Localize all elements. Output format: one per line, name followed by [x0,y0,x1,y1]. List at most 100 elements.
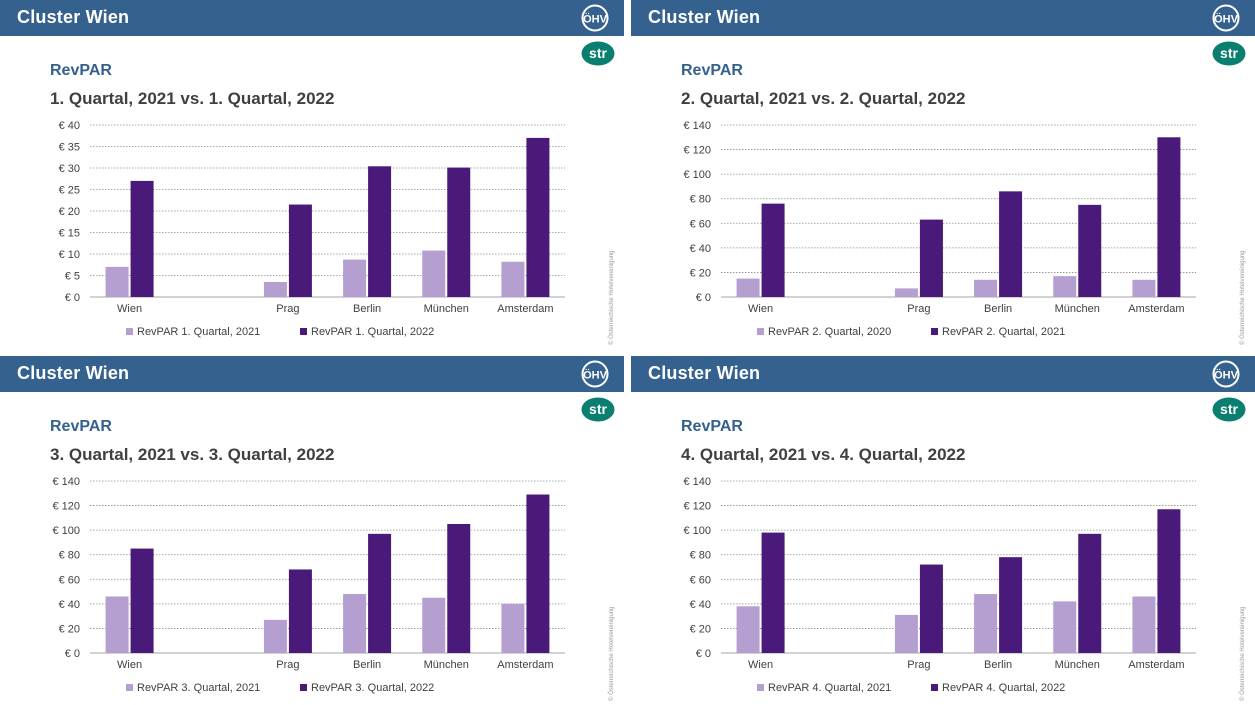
legend-label: RevPAR 2. Quartal, 2021 [942,326,1065,338]
bar [368,166,392,297]
bar [736,278,760,297]
chart-subtitle: RevPAR [681,418,743,435]
str-logo-icon: str [1212,397,1246,422]
y-tick-label: € 40 [59,599,80,611]
bar [447,167,471,297]
copyright-text: © Österreichische Hotelvereinigung [608,607,615,701]
chart-subtitle: RevPAR [50,62,112,79]
header-title: Cluster Wien [648,363,761,383]
copyright-note: © Österreichische Hotelvereinigung [1239,251,1246,345]
x-tick-label: Prag [276,303,299,315]
copyright-text: © Österreichische Hotelvereinigung [1239,251,1246,345]
y-tick-label: € 140 [683,120,711,132]
y-tick-label: € 120 [52,501,80,513]
svg-text:ÖHV: ÖHV [1214,369,1239,382]
bar [1078,533,1102,653]
y-tick-label: € 0 [696,648,711,660]
copyright-text: © Österreichische Hotelvereinigung [1239,607,1246,701]
bar [1157,509,1181,653]
y-tick-label: € 100 [52,525,80,537]
y-tick-label: € 20 [690,623,711,635]
ohv-logo-icon: ÖHV [1212,360,1240,388]
x-tick-label: Amsterdam [1128,303,1184,315]
legend-swatch [126,328,133,335]
bar [447,524,471,653]
bar [263,619,287,653]
panel-header: Cluster Wien ÖHV [0,356,624,392]
bar [1053,276,1077,297]
y-tick-label: € 60 [690,574,711,586]
legend-swatch [126,684,133,691]
y-tick-label: € 35 [59,142,80,154]
y-tick-label: € 60 [690,218,711,230]
y-tick-label: € 5 [65,271,80,283]
bar [288,569,312,653]
y-tick-label: € 120 [683,501,711,513]
bar [130,180,154,297]
panel-header: Cluster Wien ÖHV [631,0,1255,36]
bar [1053,601,1077,653]
legend-swatch [931,684,938,691]
legend-swatch [931,328,938,335]
y-tick-label: € 10 [59,249,80,261]
bar [1132,596,1156,653]
x-tick-label: München [1055,303,1100,315]
x-tick-label: Berlin [353,659,381,671]
svg-text:ÖHV: ÖHV [583,369,608,382]
bar [761,203,785,297]
ohv-logo-icon: ÖHV [581,360,609,388]
y-tick-label: € 100 [683,169,711,181]
legend-swatch [757,328,764,335]
x-tick-label: Amsterdam [497,659,553,671]
x-tick-label: Prag [907,659,930,671]
x-tick-label: Berlin [984,303,1012,315]
bar-chart: € 0 € 20 € 40 € 60 € 80 € 100 € 120 € 140 Wien Pr… [52,476,565,694]
bar-chart: € 0 € 20 € 40 € 60 € 80 € 100 € 120 € 140 Wien Pr… [683,476,1196,694]
y-tick-label: € 140 [683,476,711,488]
y-tick-label: € 80 [59,550,80,562]
y-tick-label: € 20 [59,206,80,218]
bar [974,279,998,297]
legend-swatch [300,328,307,335]
legend-label: RevPAR 3. Quartal, 2021 [137,682,260,694]
bar [422,597,446,653]
bar [919,564,943,653]
panel-header: Cluster Wien ÖHV [631,356,1255,392]
bar [501,261,525,297]
bar [130,548,154,653]
x-tick-label: München [1055,659,1100,671]
y-tick-label: € 20 [59,623,80,635]
bar [999,557,1023,653]
ohv-logo-icon: ÖHV [1212,4,1240,32]
y-tick-label: € 100 [683,525,711,537]
x-tick-label: Wien [117,659,142,671]
bar-chart: € 0 € 5 € 10 € 15 € 20 € 25 € 30 € 35 € 40 Wien Pr… [59,120,565,338]
chart-panel-q4: Cluster Wien ÖHV str RevPAR 4. Quartal, … [631,356,1255,705]
bar [501,603,525,653]
y-tick-label: € 30 [59,163,80,175]
chart-title: 1. Quartal, 2021 vs. 1. Quartal, 2022 [50,89,335,108]
bar [761,532,785,653]
chart-panel-q1: Cluster Wien ÖHV str RevPAR 1. Quartal, … [0,0,624,349]
y-tick-label: € 80 [690,550,711,562]
bar [894,614,918,653]
y-tick-label: € 120 [683,145,711,157]
y-tick-label: € 0 [696,292,711,304]
y-tick-label: € 40 [690,243,711,255]
legend-swatch [300,684,307,691]
svg-text:ÖHV: ÖHV [1214,13,1239,26]
legend-label: RevPAR 1. Quartal, 2021 [137,326,260,338]
bar [894,288,918,297]
x-tick-label: Berlin [984,659,1012,671]
bar [288,204,312,297]
y-tick-label: € 40 [690,599,711,611]
header-title: Cluster Wien [648,7,761,27]
bar [263,281,287,297]
legend-label: RevPAR 1. Quartal, 2022 [311,326,434,338]
bar [1132,279,1156,297]
x-tick-label: Amsterdam [1128,659,1184,671]
chart-panel-q3: Cluster Wien ÖHV str RevPAR 3. Quartal, … [0,356,624,705]
y-tick-label: € 15 [59,228,80,240]
bar [105,596,129,653]
bar [526,137,550,297]
